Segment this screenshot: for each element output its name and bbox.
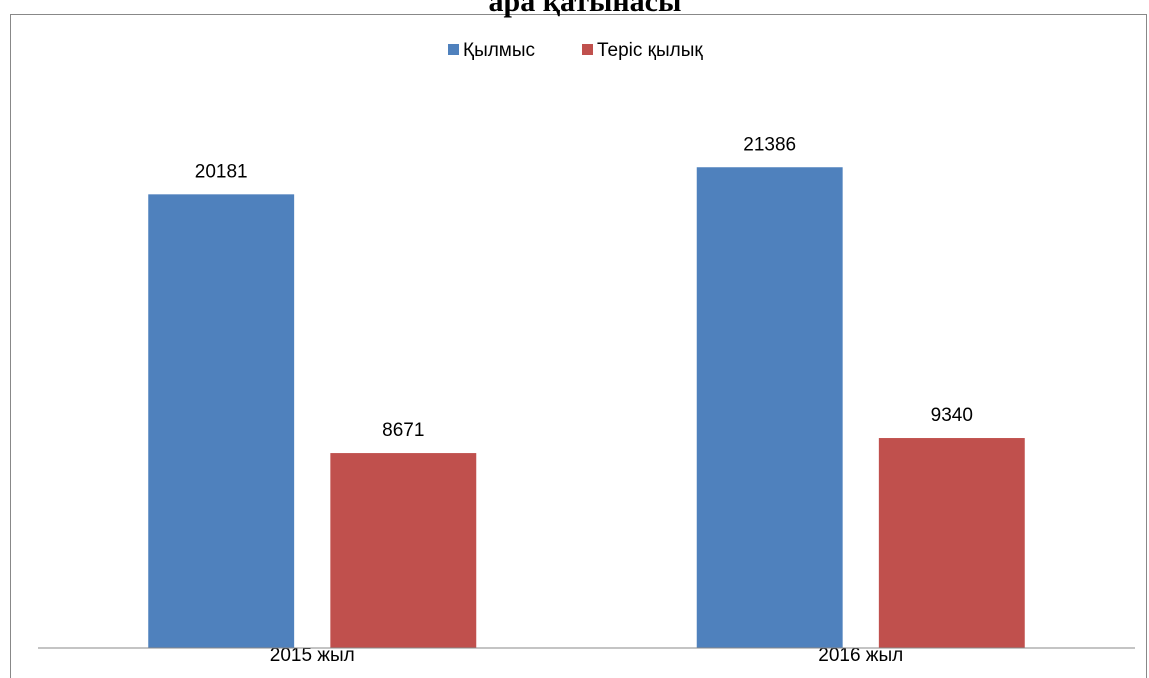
- x-tick-label: 2015 жыл: [270, 645, 355, 666]
- legend-label: Қылмыс: [463, 40, 535, 61]
- legend-label: Теріс қылық: [597, 40, 703, 61]
- bar: [330, 453, 477, 648]
- data-label: 20181: [195, 161, 248, 182]
- legend-swatch: [582, 44, 593, 55]
- bar: [878, 438, 1025, 648]
- bar: [696, 167, 843, 648]
- data-label: 9340: [931, 405, 973, 426]
- chart-title: ара қатынасы: [489, 0, 682, 18]
- data-label: 21386: [743, 134, 796, 155]
- legend-swatch: [448, 44, 459, 55]
- bar: [148, 194, 295, 648]
- data-label: 8671: [382, 420, 424, 441]
- x-tick-label: 2016 жыл: [818, 645, 903, 666]
- chart-frame: [10, 14, 1147, 678]
